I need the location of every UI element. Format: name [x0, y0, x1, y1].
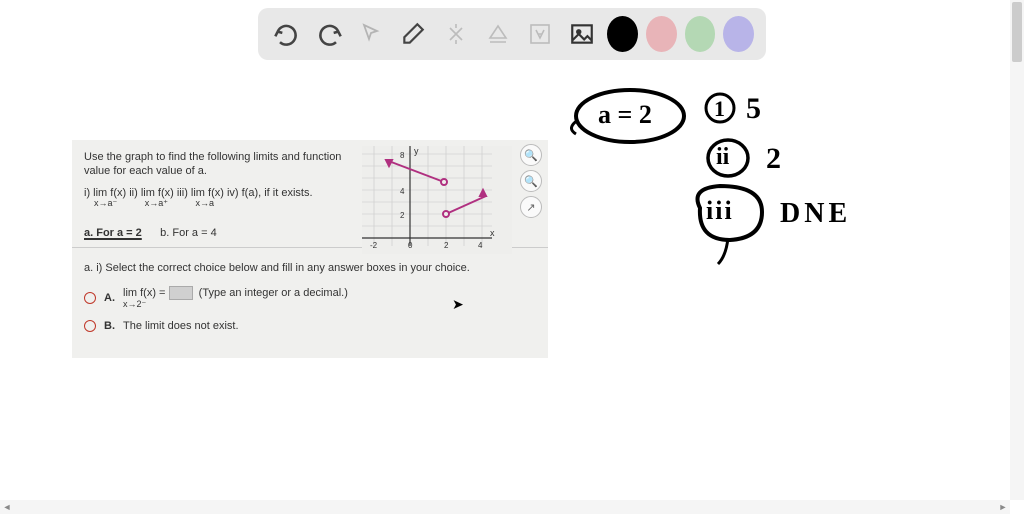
scrollbar-thumb[interactable] [1012, 2, 1022, 62]
note-1-num: 1 [714, 96, 725, 122]
note-3-val: DNE [780, 198, 851, 230]
color-pink[interactable] [646, 16, 677, 52]
note-eq: a = 2 [598, 100, 652, 130]
svg-text:4: 4 [478, 241, 483, 250]
radio-a[interactable] [84, 292, 96, 304]
eraser-tool[interactable] [396, 14, 430, 54]
choice-a[interactable]: A. lim f(x) = (Type an integer or a deci… [84, 286, 536, 310]
scroll-left-icon[interactable]: ◄ [0, 500, 14, 514]
svg-text:y: y [414, 146, 419, 156]
text-tool[interactable] [523, 14, 557, 54]
choice-a-sub: x→2⁻ [123, 299, 348, 310]
clear-tool[interactable] [481, 14, 515, 54]
svg-text:x: x [490, 228, 495, 238]
redo-button[interactable] [312, 14, 346, 54]
color-purple[interactable] [723, 16, 754, 52]
svg-text:2: 2 [444, 241, 449, 250]
sub-prompt: a. i) Select the correct choice below an… [84, 262, 536, 274]
undo-button[interactable] [270, 14, 304, 54]
tools-icon[interactable] [439, 14, 473, 54]
zoom-in-button[interactable]: 🔍 [520, 144, 542, 166]
limits-line: i) lim f(x) ii) lim f(x) iii) lim f(x) i… [84, 187, 313, 199]
choice-a-content: lim f(x) = (Type an integer or a decimal… [123, 286, 348, 310]
choice-a-hint: (Type an integer or a decimal.) [199, 287, 348, 299]
radio-b[interactable] [84, 320, 96, 332]
svg-text:0: 0 [408, 241, 413, 250]
choice-b-label: B. [104, 320, 115, 332]
question-panel: Use the graph to find the following limi… [72, 140, 548, 358]
graph-controls: 🔍 🔍 ↗ [520, 144, 542, 218]
svg-text:4: 4 [400, 187, 405, 196]
choice-a-lim: lim f(x) = [123, 287, 165, 299]
choice-b[interactable]: B. The limit does not exist. [84, 320, 536, 332]
question-bottom: a. i) Select the correct choice below an… [72, 248, 548, 358]
image-tool[interactable] [565, 14, 599, 54]
note-2-num: ii [716, 144, 729, 171]
question-top: Use the graph to find the following limi… [72, 140, 548, 248]
vertical-scrollbar[interactable] [1010, 0, 1024, 500]
scroll-right-icon[interactable]: ► [996, 500, 1010, 514]
note-1-val: 5 [746, 92, 761, 126]
zoom-out-button[interactable]: 🔍 [520, 170, 542, 192]
horizontal-scrollbar[interactable]: ◄ ► [0, 500, 1010, 514]
pointer-tool[interactable] [354, 14, 388, 54]
note-2-val: 2 [766, 142, 781, 176]
svg-text:-2: -2 [370, 241, 378, 250]
toolbar [258, 8, 766, 60]
choice-a-label: A. [104, 292, 115, 304]
color-green[interactable] [685, 16, 716, 52]
question-title: Use the graph to find the following limi… [84, 150, 344, 179]
svg-text:2: 2 [400, 211, 405, 220]
cursor-icon: ➤ [452, 296, 464, 313]
color-black[interactable] [607, 16, 638, 52]
handwritten-notes: a = 2 1 5 ii 2 iii DNE [570, 78, 990, 378]
part-b: b. For a = 4 [160, 227, 217, 239]
part-a: a. For a = 2 [84, 227, 142, 239]
graph: y x 8 4 2 -2 0 2 4 [362, 146, 512, 254]
answer-input[interactable] [169, 286, 193, 300]
svg-text:8: 8 [400, 151, 405, 160]
choice-b-text: The limit does not exist. [123, 320, 239, 332]
popout-button[interactable]: ↗ [520, 196, 542, 218]
note-3-num: iii [706, 196, 734, 226]
